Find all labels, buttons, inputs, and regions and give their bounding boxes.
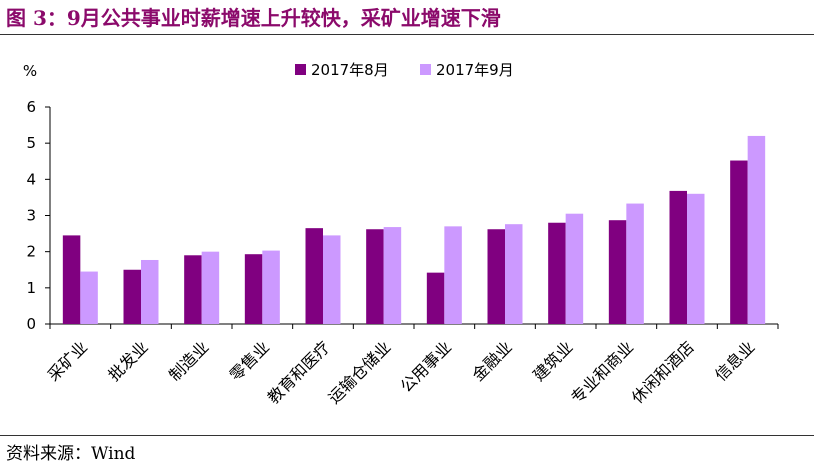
bar-aug-3 <box>184 255 202 324</box>
y-tick-label: 5 <box>26 134 36 152</box>
bar-aug-2 <box>123 269 141 324</box>
y-tick-label: 6 <box>26 98 36 116</box>
figure-title: 图 3：9月公共事业时薪增速上升较快，采矿业增速下滑 <box>6 6 501 30</box>
y-tick-label: 0 <box>26 315 36 333</box>
bar-aug-10 <box>608 220 627 324</box>
bar-aug-9 <box>548 222 566 324</box>
bar-sep-5 <box>323 235 341 324</box>
bar-sep-3 <box>201 251 220 324</box>
bar-aug-11 <box>669 190 687 324</box>
top-rule <box>0 34 814 35</box>
x-tick-label: 运输仓储业 <box>324 337 394 407</box>
bar-aug-12 <box>730 160 748 324</box>
legend-swatch-aug <box>295 64 306 75</box>
bar-sep-4 <box>262 250 280 324</box>
bar-sep-8 <box>505 224 523 324</box>
bar-sep-10 <box>626 203 644 324</box>
bar-aug-1 <box>62 235 81 324</box>
x-tick-label: 批发业 <box>104 337 151 384</box>
x-tick-label: 休闲和酒店 <box>628 337 698 407</box>
bar-sep-7 <box>444 226 462 324</box>
bar-sep-2 <box>141 259 159 324</box>
bar-aug-8 <box>487 229 505 324</box>
x-tick-label: 零售业 <box>226 337 273 384</box>
bar-series-group <box>62 135 766 324</box>
legend-label-aug: 2017年8月 <box>311 61 389 79</box>
bar-sep-12 <box>747 135 766 324</box>
source-note: 资料来源：Wind <box>6 444 136 464</box>
x-tick-label: 公用事业 <box>396 337 455 396</box>
legend-swatch-sep <box>420 64 431 75</box>
x-tick-label: 信息业 <box>711 337 758 384</box>
y-tick-label: 2 <box>26 243 36 261</box>
y-tick-label: 4 <box>26 170 36 188</box>
x-tick-label: 制造业 <box>165 337 212 384</box>
bar-aug-4 <box>244 254 263 324</box>
x-axis <box>49 323 779 329</box>
y-axis-unit-label: % <box>23 62 37 80</box>
bar-sep-9 <box>565 213 584 324</box>
x-tick-label: 教育和医疗 <box>264 337 334 407</box>
y-tick-label: 1 <box>26 279 36 297</box>
bar-sep-11 <box>687 193 705 324</box>
legend: 2017年8月 2017年9月 <box>295 61 514 79</box>
y-axis: 0 1 2 3 4 5 6 <box>26 98 51 333</box>
bar-aug-7 <box>426 272 445 324</box>
x-tick-label: 建筑业 <box>529 337 576 384</box>
x-tick-label: 采矿业 <box>44 337 91 384</box>
y-tick-label: 3 <box>26 207 36 225</box>
legend-label-sep: 2017年9月 <box>436 61 514 79</box>
bar-aug-5 <box>305 228 323 324</box>
bar-aug-6 <box>366 229 384 324</box>
bottom-rule <box>0 435 814 436</box>
x-tick-label: 专业和商业 <box>567 337 637 407</box>
x-tick-label: 金融业 <box>468 337 515 384</box>
bar-sep-1 <box>80 271 98 324</box>
bar-sep-6 <box>383 227 402 324</box>
